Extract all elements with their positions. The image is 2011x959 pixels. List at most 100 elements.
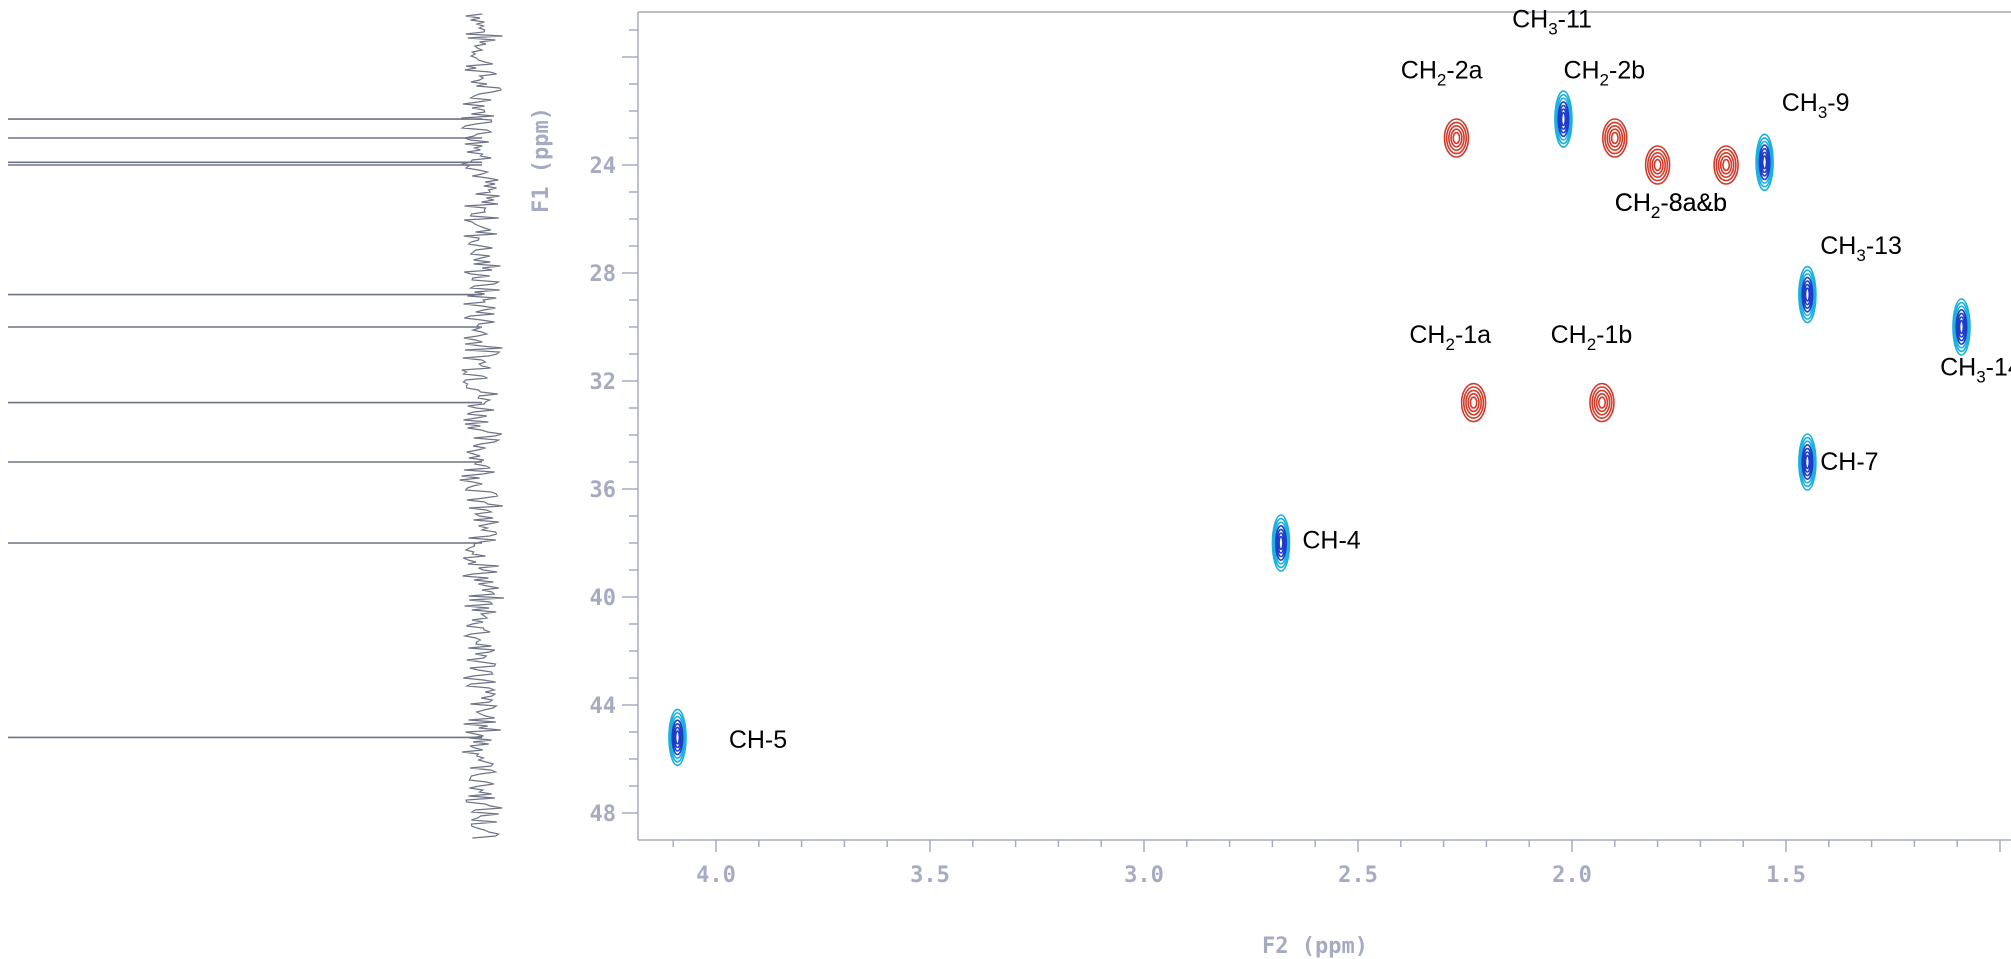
contour-ring: [1448, 125, 1465, 152]
contour-ring: [1803, 283, 1812, 306]
contour-ring: [1653, 158, 1662, 172]
contour-ring: [1595, 393, 1609, 413]
peak-label: CH3-13: [1820, 232, 1902, 265]
contour-ring: [1604, 121, 1626, 155]
contour-ring: [1467, 393, 1480, 413]
ch-ch3-peak: [1755, 133, 1774, 192]
contour-ring: [1756, 137, 1773, 188]
ch-ch3-peak: [1798, 433, 1817, 491]
contour-ring: [1555, 93, 1572, 145]
contour-ring: [1804, 287, 1811, 302]
contour-ring: [1462, 386, 1485, 420]
y-tick-label: 36: [590, 478, 617, 503]
contour-ring: [671, 719, 684, 756]
contour-ring: [1952, 298, 1971, 356]
contour-ring: [1606, 125, 1624, 152]
contour-ring: [1469, 396, 1478, 409]
contour-ring: [1957, 316, 1966, 338]
contour-ring: [1758, 144, 1771, 181]
peak-label: CH-7: [1820, 448, 1878, 476]
contour-ring: [1717, 152, 1735, 179]
x-tick-label: 1.5: [1766, 863, 1806, 888]
x-tick-label: 3.5: [910, 863, 950, 888]
contour-ring: [1589, 382, 1615, 423]
contour-ring: [1802, 447, 1813, 477]
axes: 4.0 3.5 3.0 2.5 2.0 1.5 24 28 32 36 40 44 48: [590, 11, 2011, 888]
contour-ring: [1610, 131, 1619, 145]
contour-ring: [1954, 305, 1969, 349]
peak-label: CH2-2a: [1401, 57, 1483, 90]
contour-ring: [1465, 389, 1482, 416]
contour-ring: [1719, 155, 1733, 175]
ch-ch3-peak: [1952, 298, 1971, 356]
contour-ring: [1560, 111, 1567, 127]
ch-ch3-peak: [1554, 90, 1573, 148]
contour-ring: [1799, 436, 1816, 488]
x-tick-label: 4.0: [696, 863, 736, 888]
ch2-peak: [1644, 145, 1671, 185]
contour-ring: [1277, 532, 1285, 554]
contour-ring: [1272, 517, 1290, 569]
contour-ring: [1798, 265, 1817, 324]
contour-ring: [1802, 280, 1813, 310]
contour-ring: [1452, 131, 1461, 145]
contour-ring: [1801, 276, 1814, 313]
contour-ring: [1597, 396, 1606, 409]
peak-label: CH-4: [1302, 526, 1360, 554]
contour-ring: [1646, 148, 1669, 182]
contour-ring: [1804, 454, 1811, 470]
peak-label: CH2-1a: [1409, 321, 1491, 354]
contour-ring: [1271, 514, 1291, 572]
x-tick-label: 3.0: [1124, 863, 1164, 888]
contour-ring: [1722, 158, 1731, 172]
contour-ring: [1651, 155, 1664, 175]
contour-ring: [1760, 151, 1769, 174]
peak-label: CH3-14: [1940, 354, 2011, 387]
contour-ring: [1558, 104, 1569, 134]
projection-noise: [459, 13, 505, 839]
peak-label: CH3-11: [1512, 5, 1592, 38]
contour-ring: [1460, 382, 1487, 423]
contour-ring: [1591, 386, 1613, 420]
contour-ring: [673, 726, 682, 749]
peak-label: CH3-9: [1782, 89, 1850, 122]
contour-ring: [1799, 269, 1816, 320]
contour-ring: [669, 712, 686, 763]
contour-ring: [1757, 140, 1772, 184]
contour-ring: [1557, 101, 1570, 138]
x-tick-label: 2.5: [1338, 863, 1378, 888]
contour-ring: [1800, 440, 1815, 484]
ch2-peak: [1589, 382, 1615, 423]
ch2-peak: [1443, 118, 1470, 158]
contour-ring: [1801, 443, 1814, 480]
contour-ring: [1276, 528, 1286, 558]
peak-label: CH-5: [729, 726, 787, 754]
contour-ring: [1559, 108, 1568, 130]
y-tick-label: 48: [590, 802, 617, 827]
contour-ring: [1644, 145, 1671, 185]
y-tick-label: 24: [590, 154, 617, 179]
contour-ring: [1955, 308, 1968, 345]
contour-ring: [1556, 97, 1571, 141]
contour-ring: [1755, 133, 1774, 192]
peak-label: CH2-2b: [1563, 57, 1645, 90]
ch2-peak: [1460, 382, 1487, 423]
contour-ring: [1800, 273, 1815, 317]
contour-ring: [1443, 118, 1470, 158]
contour-ring: [1278, 535, 1284, 551]
y-axis-title: F1 (ppm): [529, 107, 554, 213]
contour-ring: [1593, 389, 1611, 416]
contour-ring: [1956, 312, 1967, 342]
y-tick-label: 28: [590, 262, 617, 287]
ch2-peak: [1602, 118, 1628, 158]
ch-ch3-peak: [1271, 514, 1291, 572]
ch-ch3-peak: [668, 708, 687, 767]
contour-ring: [1761, 155, 1768, 170]
contour-ring: [674, 730, 681, 745]
contour-peaks: [668, 90, 1971, 767]
contour-ring: [1958, 319, 1965, 335]
contour-ring: [1445, 121, 1468, 155]
contour-ring: [1273, 521, 1289, 565]
contour-ring: [1798, 433, 1817, 491]
